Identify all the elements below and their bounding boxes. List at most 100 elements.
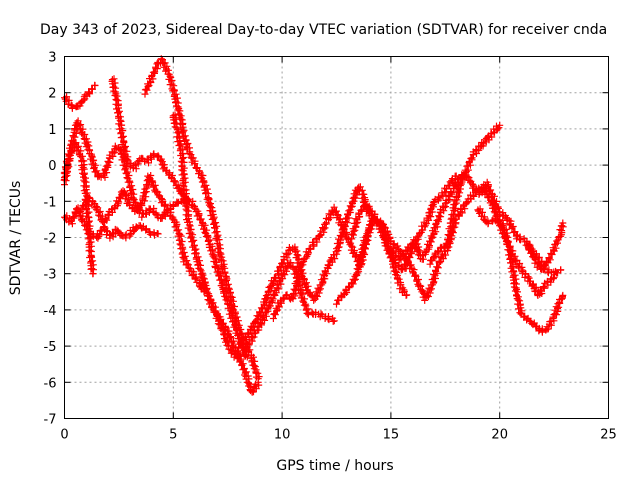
data-point xyxy=(179,167,187,175)
data-point xyxy=(179,181,187,189)
data-point xyxy=(557,266,565,274)
data-point xyxy=(200,275,208,283)
data-point xyxy=(434,264,442,272)
data-point xyxy=(157,157,165,164)
data-point xyxy=(191,250,199,258)
data-point xyxy=(357,206,365,214)
x-tick-label: 25 xyxy=(600,428,617,443)
data-point xyxy=(508,268,516,276)
series-pass-c xyxy=(60,117,192,222)
data-point xyxy=(310,296,318,304)
data-point xyxy=(324,261,332,269)
data-point xyxy=(230,309,238,317)
data-point xyxy=(511,287,519,295)
data-point xyxy=(430,279,437,287)
data-point xyxy=(191,160,199,168)
data-point xyxy=(229,297,237,305)
data-point xyxy=(319,279,327,287)
data-point xyxy=(212,234,220,242)
data-point xyxy=(463,199,471,207)
data-point xyxy=(169,87,177,95)
data-point xyxy=(89,270,97,278)
data-point xyxy=(116,116,124,124)
data-point xyxy=(516,236,524,244)
series-pass-d xyxy=(61,204,162,242)
data-point xyxy=(299,290,307,298)
data-point xyxy=(153,60,161,68)
data-point xyxy=(487,130,495,138)
data-point xyxy=(424,293,432,300)
data-point xyxy=(364,203,372,211)
data-point xyxy=(79,169,86,177)
data-point xyxy=(484,219,492,227)
data-point xyxy=(444,181,452,189)
data-point xyxy=(203,185,211,193)
data-point xyxy=(124,178,132,186)
data-point xyxy=(170,178,178,185)
data-point xyxy=(330,317,338,325)
data-point xyxy=(355,261,363,269)
data-point xyxy=(440,204,448,211)
data-point xyxy=(196,257,203,265)
data-point xyxy=(445,232,453,239)
data-point xyxy=(439,192,447,200)
data-point xyxy=(351,226,359,234)
data-point xyxy=(403,257,411,265)
data-point xyxy=(78,206,86,214)
data-point xyxy=(122,143,129,150)
y-tick-labels: -7 -6 -5 -4 -3 -2 -1 0 1 2 3 xyxy=(44,51,57,428)
data-point xyxy=(325,316,333,324)
data-point xyxy=(143,181,150,189)
data-point xyxy=(499,221,507,229)
data-point xyxy=(320,225,328,233)
data-point xyxy=(102,215,110,223)
data-point xyxy=(238,361,246,369)
data-point xyxy=(510,229,518,236)
data-point xyxy=(166,72,174,80)
data-point xyxy=(185,221,193,229)
data-point xyxy=(254,378,262,386)
axis-ticks xyxy=(64,56,609,419)
data-point xyxy=(91,168,99,176)
data-point xyxy=(468,154,476,162)
data-point xyxy=(65,96,73,104)
data-point xyxy=(234,317,242,325)
data-point xyxy=(120,146,127,154)
data-point xyxy=(160,163,168,171)
y-tick-label: 3 xyxy=(48,51,56,66)
x-tick-labels: 0 5 10 15 20 25 xyxy=(60,428,616,443)
data-point xyxy=(456,182,464,189)
data-point xyxy=(411,272,419,280)
data-point xyxy=(146,230,154,238)
y-tick-label: -2 xyxy=(44,232,57,247)
data-point xyxy=(96,231,104,239)
data-point xyxy=(433,217,441,224)
data-point xyxy=(88,152,96,160)
data-point xyxy=(484,182,492,190)
y-tick-label: -1 xyxy=(44,195,57,210)
data-point xyxy=(221,277,229,285)
data-point xyxy=(75,211,83,219)
data-point xyxy=(270,278,278,286)
data-point xyxy=(116,193,124,201)
data-point xyxy=(183,207,191,215)
data-point xyxy=(150,183,158,191)
data-point xyxy=(321,268,329,276)
data-point xyxy=(216,241,224,249)
data-point xyxy=(185,215,192,223)
x-tick-label: 10 xyxy=(274,428,291,443)
data-point xyxy=(102,162,110,170)
x-tick-label: 5 xyxy=(169,428,177,443)
data-point xyxy=(278,260,286,267)
data-point xyxy=(378,228,386,236)
data-point xyxy=(432,228,440,236)
data-point xyxy=(129,186,137,193)
y-axis-title: SDTVAR / TECUs xyxy=(8,181,24,296)
data-point xyxy=(496,121,504,129)
data-point xyxy=(539,283,547,291)
data-point xyxy=(86,229,94,237)
data-point xyxy=(491,192,498,200)
y-tick-label: -6 xyxy=(44,376,57,391)
y-tick-label: -5 xyxy=(44,340,57,355)
data-point xyxy=(505,242,513,250)
